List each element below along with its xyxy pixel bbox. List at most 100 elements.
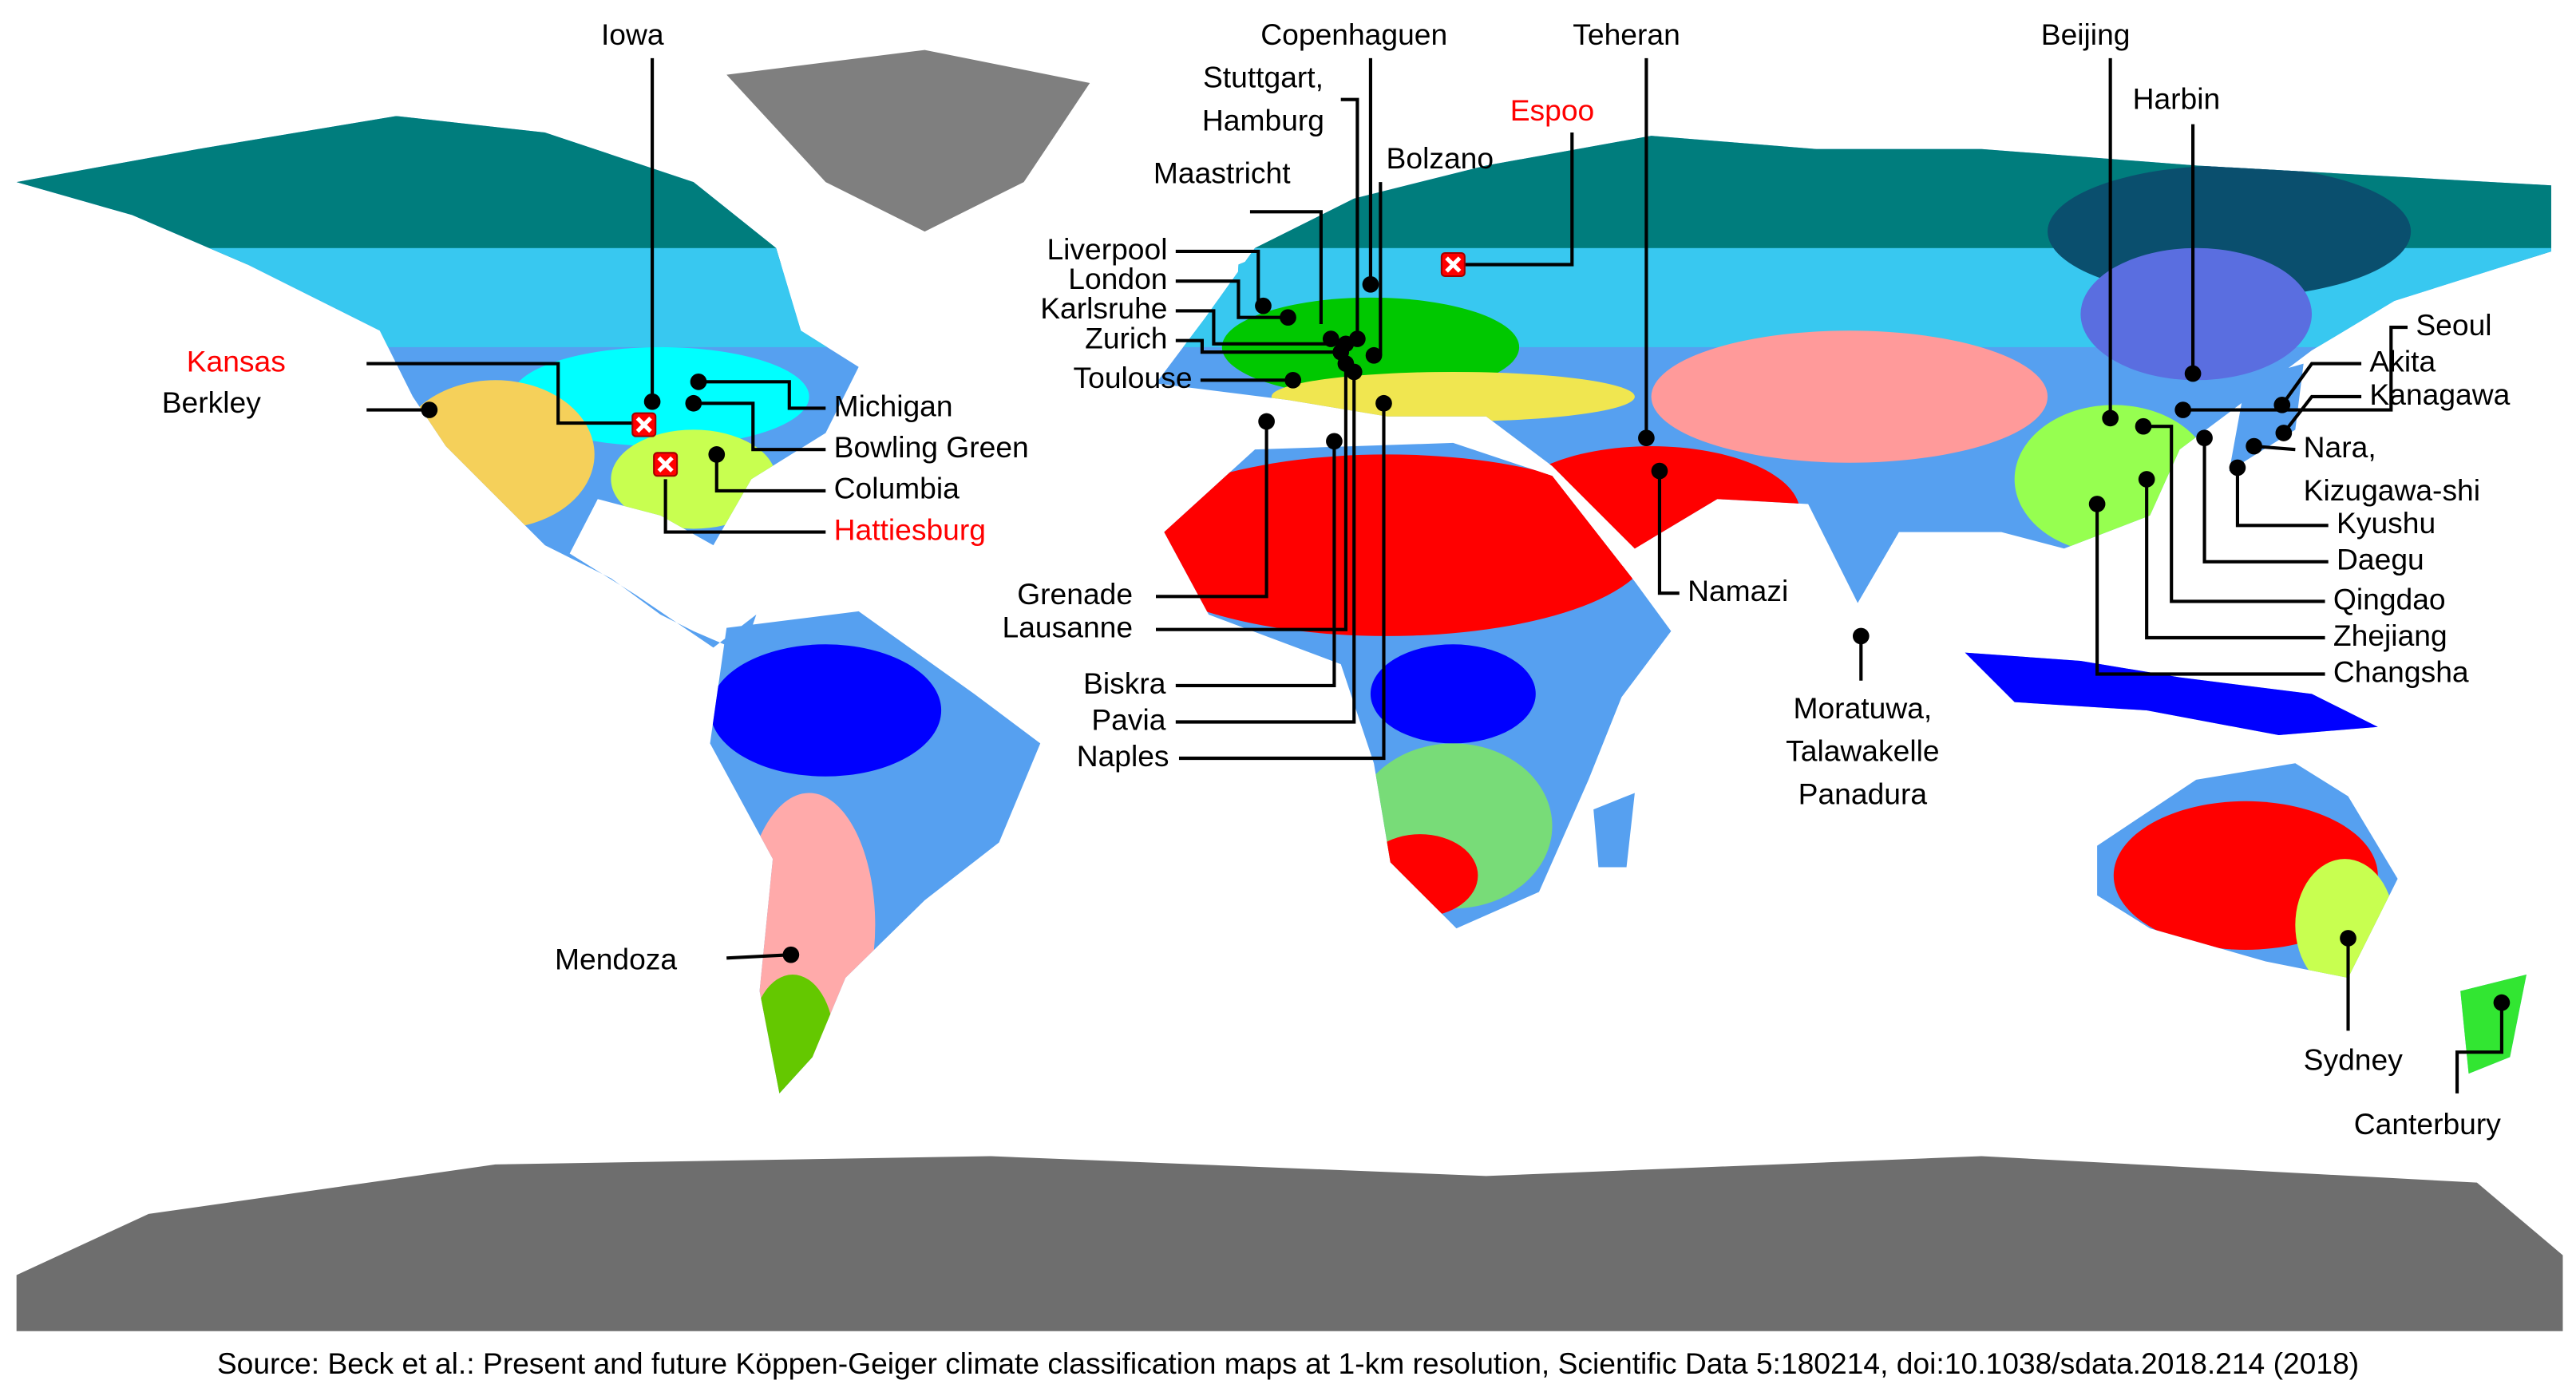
location-label: Mendoza: [555, 942, 677, 975]
leader-line: [2281, 362, 2362, 406]
location: Akita: [2273, 344, 2436, 413]
location-marker: [1852, 627, 1870, 645]
location: Zhejiang: [2138, 471, 2447, 652]
location-marker: [421, 401, 438, 418]
location-marker: [708, 446, 726, 463]
location: Berkley: [162, 386, 438, 419]
leader-line: [1175, 441, 1336, 688]
location: Naples: [1077, 394, 1392, 773]
location-label: Beijing: [2041, 18, 2131, 51]
location-label: Harbin: [2133, 82, 2221, 116]
location-label: Canterbury: [2354, 1107, 2502, 1141]
leader-line: [2235, 467, 2329, 528]
location-label: Hamburg: [1202, 103, 1324, 136]
location: Qingdao: [2135, 417, 2446, 615]
climate-zone: [611, 429, 777, 529]
antarctica: [16, 1156, 2563, 1331]
location-marker: [2088, 496, 2106, 512]
leader-line: [714, 454, 826, 492]
leader-line: [2282, 394, 2362, 434]
location-label: Stuttgart,: [1203, 61, 1324, 94]
climate-zone: [1221, 297, 1520, 397]
location-label: Bowling Green: [834, 430, 1029, 464]
location-marker: [2273, 396, 2291, 413]
marker-cross: [1445, 256, 1462, 273]
leader-line: [1175, 338, 1341, 354]
location-marker: [2174, 401, 2192, 418]
location-label: Hattiesburg: [834, 512, 986, 546]
location: Daegu: [2196, 429, 2424, 576]
location-label: Berkley: [162, 386, 261, 419]
location-label: Naples: [1077, 739, 1169, 773]
location-label: Changsha: [2333, 654, 2469, 688]
location-label: Bolzano: [1387, 141, 1494, 175]
leader-line: [1340, 97, 1359, 339]
location-marker: [1638, 429, 1655, 447]
location: Kanagawa: [2275, 378, 2511, 441]
location: Pavia: [1091, 363, 1363, 736]
location: Nara, Kizugawa-shi: [2246, 430, 2480, 507]
location: Beijing: [2041, 18, 2131, 427]
leader-line: [1175, 249, 1260, 306]
location-marker: [782, 946, 800, 963]
location-marker: [1258, 413, 1275, 430]
location-marker: [690, 374, 707, 390]
leader-line: [693, 401, 826, 452]
marker-cross: [657, 456, 674, 473]
climate-zone: [512, 346, 809, 447]
location-label: Nara,: [2304, 430, 2376, 464]
location: Bowling Green: [685, 394, 1029, 464]
location-label: Panadura: [1798, 777, 1928, 810]
leader-line: [1178, 403, 1386, 761]
location-marker: [1362, 275, 1379, 293]
location-label: Teheran: [1573, 18, 1680, 51]
location-marker: [1365, 346, 1383, 364]
location-label: Lausanne: [1003, 610, 1134, 643]
leader-line: [2095, 504, 2325, 676]
leader-line: [1461, 132, 1574, 267]
location-marker: [2102, 409, 2119, 427]
leader-line: [1175, 371, 1356, 724]
location: Copenhaguen: [1260, 18, 1447, 293]
location: Sydney: [2304, 930, 2404, 1076]
location-label: Kansas: [187, 344, 286, 378]
location-label: Seoul: [2416, 308, 2491, 342]
location: Michigan: [690, 374, 953, 422]
location-marker: [1284, 371, 1302, 389]
location-label: Qingdao: [2333, 582, 2446, 615]
location-marker: [1280, 309, 1296, 326]
location-marker: [2246, 437, 2262, 455]
location-marker: [685, 394, 702, 412]
leader-line: [2202, 437, 2329, 564]
location-label: Michigan: [834, 389, 953, 422]
climate-zone: [710, 644, 942, 777]
climate-zone: [1370, 644, 1536, 744]
leader-line: [1156, 363, 1347, 631]
leader-line: [1249, 210, 1323, 324]
location-label: Kyushu: [2337, 506, 2436, 540]
source-note: Source: Beck et al.: Present and future …: [217, 1347, 2359, 1380]
climate-zone: [1651, 330, 2048, 463]
location: Espoo: [1440, 93, 1594, 278]
location-marker: [1345, 363, 1363, 381]
location-marker: [1255, 297, 1272, 314]
leader-line: [1175, 279, 1288, 319]
location-label: Sydney: [2304, 1042, 2404, 1076]
leader-line: [2143, 425, 2325, 603]
location: Moratuwa, Talawakelle Panadura: [1786, 627, 1940, 810]
location: Changsha: [2088, 496, 2469, 688]
location: Iowa: [601, 18, 664, 410]
leader-line: [1156, 421, 1268, 599]
location: Zurich: [1085, 321, 1350, 361]
location-marker: [2340, 930, 2356, 947]
location-marker: [2135, 417, 2152, 435]
location-label: Zurich: [1085, 321, 1167, 354]
location: Grenade: [1017, 413, 1275, 611]
location: Canterbury: [2354, 994, 2511, 1141]
location: Hattiesburg: [653, 452, 986, 546]
location: Toulouse: [1074, 361, 1302, 394]
location-label: Moratuwa,: [1793, 691, 1932, 725]
location: Liverpool: [1047, 232, 1272, 314]
location-label: Zhejiang: [2333, 619, 2447, 652]
